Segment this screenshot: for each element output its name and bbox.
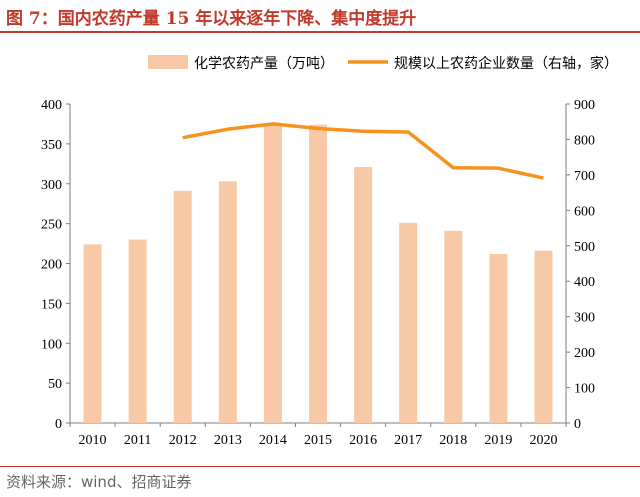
x-tick-label: 2010 xyxy=(79,433,107,448)
left-tick-label: 100 xyxy=(41,337,62,352)
legend-bar-label: 化学农药产量（万吨） xyxy=(194,56,334,72)
right-tick-label: 100 xyxy=(574,382,595,397)
x-tick-label: 2019 xyxy=(484,433,512,448)
x-tick-label: 2015 xyxy=(304,433,332,448)
right-tick-label: 600 xyxy=(574,204,595,219)
right-tick-label: 300 xyxy=(574,311,595,326)
bar-2010 xyxy=(83,244,102,423)
left-tick-label: 300 xyxy=(41,178,62,193)
right-tick-label: 800 xyxy=(574,133,595,148)
left-tick-label: 250 xyxy=(41,218,62,233)
bar-2013 xyxy=(218,181,237,423)
left-tick-label: 0 xyxy=(55,417,62,432)
bar-2015 xyxy=(309,124,327,424)
right-tick-label: 400 xyxy=(574,275,595,290)
left-tick-label: 200 xyxy=(41,258,62,273)
right-tick-label: 0 xyxy=(574,417,581,432)
x-tick-label: 2020 xyxy=(529,433,557,448)
bar-2016 xyxy=(354,167,373,423)
x-tick-label: 2018 xyxy=(439,433,467,448)
left-tick-label: 350 xyxy=(41,138,62,153)
legend-bar-swatch xyxy=(148,55,188,69)
bar-2018 xyxy=(444,230,463,423)
x-tick-label: 2016 xyxy=(349,433,377,448)
x-tick-label: 2017 xyxy=(394,433,422,448)
right-tick-label: 700 xyxy=(574,169,595,184)
x-tick-label: 2012 xyxy=(169,433,197,448)
x-tick-label: 2014 xyxy=(259,433,287,448)
bar-2012 xyxy=(173,190,192,423)
left-tick-label: 400 xyxy=(41,98,62,113)
title-divider xyxy=(0,31,640,33)
left-tick-label: 150 xyxy=(41,297,62,312)
x-tick-label: 2013 xyxy=(214,433,242,448)
left-tick-label: 50 xyxy=(48,377,62,392)
chart-title: 图 7：国内农药产量 15 年以来逐年下降、集中度提升 xyxy=(6,9,417,29)
bar-2017 xyxy=(399,222,418,423)
bar-2020 xyxy=(534,250,553,423)
right-tick-label: 500 xyxy=(574,240,595,255)
bar-2014 xyxy=(263,123,282,423)
legend-line-label: 规模以上农药企业数量（右轴，家） xyxy=(394,55,618,72)
x-tick-label: 2011 xyxy=(124,433,151,448)
source-divider xyxy=(0,466,640,467)
right-tick-label: 900 xyxy=(574,98,595,113)
source-note: 资料来源：wind、招商证券 xyxy=(6,473,192,491)
right-tick-label: 200 xyxy=(574,346,595,361)
bar-2011 xyxy=(128,239,147,423)
bar-2019 xyxy=(489,253,508,423)
